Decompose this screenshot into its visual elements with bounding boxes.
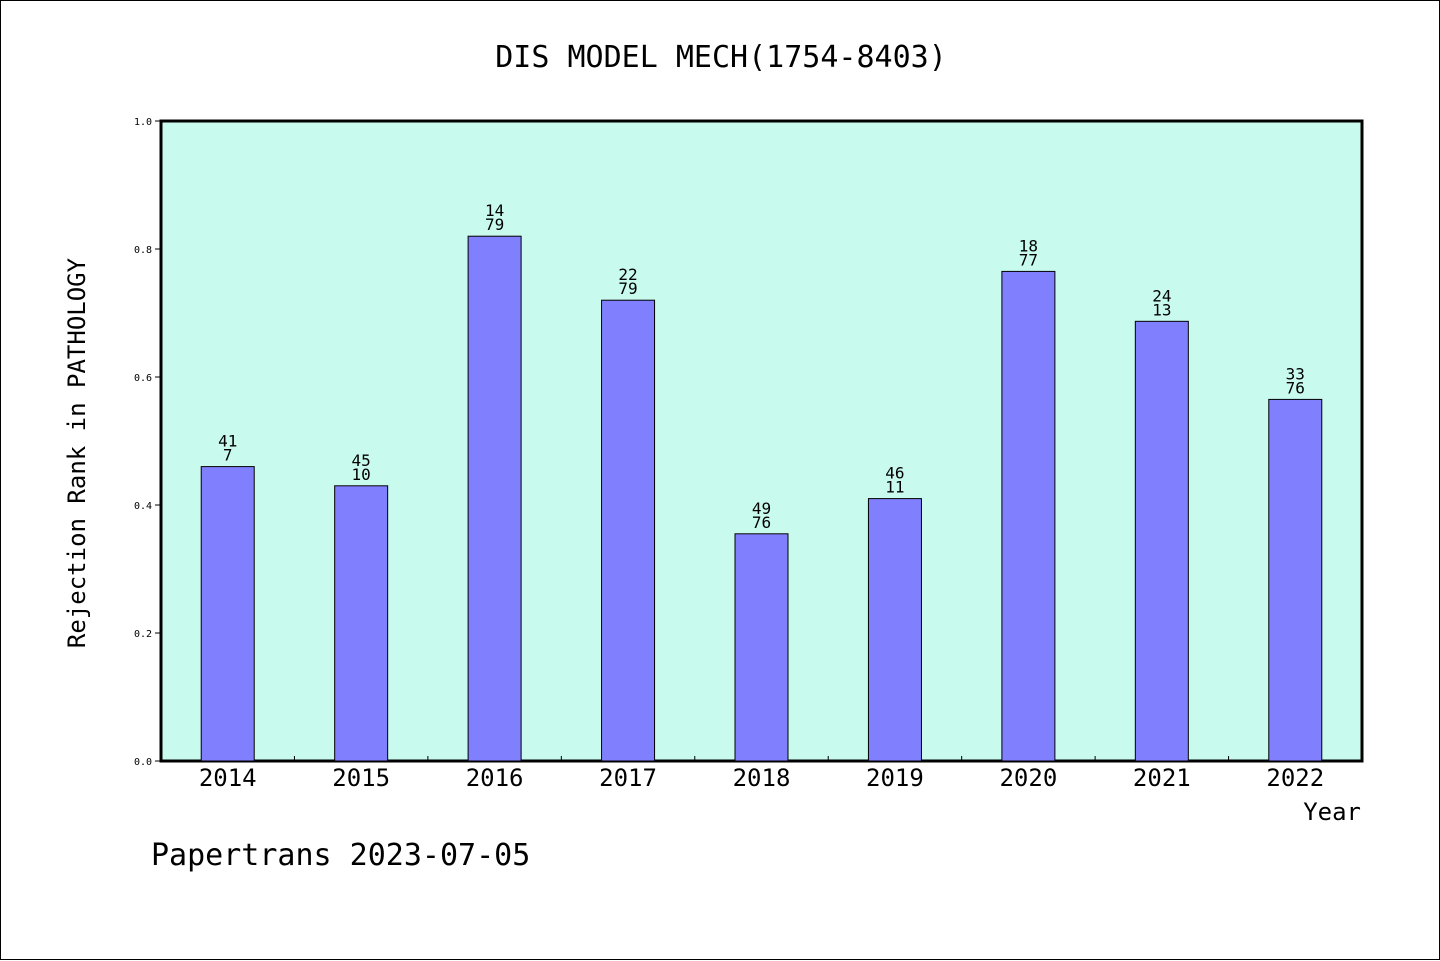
y-tick-label: 0.4 [134,501,152,512]
x-tick-label: 2021 [1133,764,1191,792]
bar-2014 [200,466,255,762]
bar-label-bottom: 11 [885,478,904,497]
bar-label-top: 18 [1019,236,1038,255]
x-tick-label: 2020 [999,764,1057,792]
x-tick-label: 2016 [466,764,524,792]
bar-label-top: 24 [1152,286,1171,305]
bar-2016 [467,235,522,762]
y-tick-label: 0.2 [134,629,152,640]
chart-title: DIS MODEL MECH(1754-8403) [495,40,947,75]
bar-2022 [1268,398,1323,762]
bar-label-bottom: 76 [752,513,771,532]
x-tick-label: 2019 [866,764,924,792]
y-tick-label: 0.8 [134,245,152,256]
bar-label-top: 41 [218,432,237,451]
y-tick-label: 1.0 [134,117,152,128]
bar-label-bottom: 79 [485,215,504,234]
bar-label-bottom: 77 [1019,250,1038,269]
y-tick-label: 0.6 [134,373,152,384]
bar-label-top: 33 [1286,364,1305,383]
x-tick-label: 2014 [199,764,257,792]
y-axis-label: Rejection Rank in PATHOLOGY [63,257,91,648]
bar-label-bottom: 76 [1286,378,1305,397]
footer-credit: Papertrans 2023-07-05 [151,838,530,873]
bar-label-top: 14 [485,201,504,220]
x-axis-label: Year [1303,798,1361,826]
bar-label-bottom: 13 [1152,300,1171,319]
x-tick-label: 2017 [599,764,657,792]
bar-2017 [601,299,656,762]
x-tick-label: 2015 [332,764,390,792]
y-tick-label: 0.0 [134,757,152,768]
x-tick-label: 2022 [1266,764,1324,792]
bar-2019 [867,498,922,762]
bar-label-top: 45 [352,451,371,470]
bar-2015 [334,485,389,762]
bar-2018 [734,533,789,762]
bar-label-top: 49 [752,499,771,518]
bar-label-top: 46 [885,464,904,483]
bar-label-bottom: 79 [618,279,637,298]
x-tick-label: 2018 [733,764,791,792]
bar-label-bottom: 10 [352,465,371,484]
bar-label-top: 22 [618,265,637,284]
bar-label-bottom: 7 [223,446,233,465]
bar-2020 [1001,270,1056,762]
bar-2021 [1134,320,1189,762]
